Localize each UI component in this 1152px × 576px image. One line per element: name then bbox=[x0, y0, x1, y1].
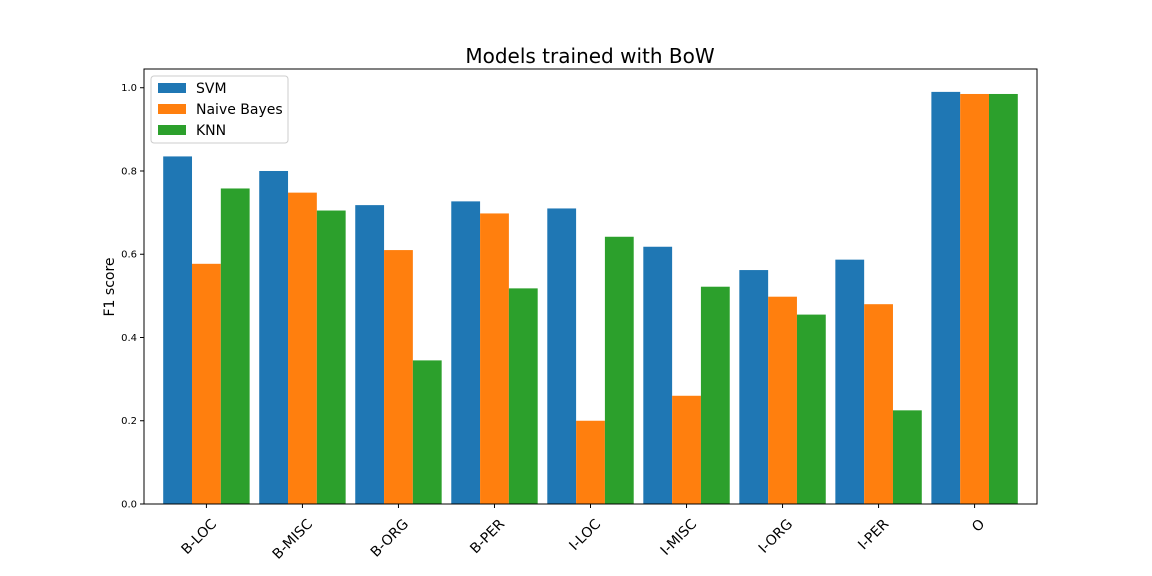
y-tick-label: 0.4 bbox=[121, 333, 137, 344]
bar-svm-i-loc bbox=[547, 208, 577, 504]
bar-naive-bayes-b-misc bbox=[288, 192, 317, 504]
legend-label: KNN bbox=[196, 123, 226, 139]
x-tick-label: B-PER bbox=[467, 516, 508, 557]
y-tick-label: 0.6 bbox=[121, 250, 137, 261]
legend-swatch bbox=[158, 83, 186, 93]
bar-svm-b-per bbox=[451, 201, 481, 504]
x-tick-label: I-MISC bbox=[658, 516, 701, 559]
bar-svm-b-loc bbox=[163, 156, 193, 505]
bar-svm-o bbox=[931, 91, 961, 504]
bar-naive-bayes-b-loc bbox=[192, 263, 221, 504]
bar-knn-i-per bbox=[892, 410, 922, 504]
bar-knn-b-loc bbox=[220, 188, 250, 504]
y-tick-label: 0.2 bbox=[121, 416, 137, 427]
x-tick-label: I-ORG bbox=[756, 516, 796, 556]
bar-svm-i-per bbox=[835, 259, 865, 504]
x-axis: B-LOC B-MISC B-ORG B-PER I-LOC I-MISC I-ORG I-P… bbox=[178, 504, 988, 563]
bar-knn-b-per bbox=[508, 288, 538, 504]
bar-knn-b-misc bbox=[316, 210, 346, 504]
bar-naive-bayes-i-loc bbox=[576, 420, 605, 504]
x-tick-label: I-PER bbox=[855, 516, 892, 553]
legend-swatch bbox=[158, 104, 186, 114]
bar-knn-i-misc bbox=[700, 286, 730, 504]
bar-svm-b-org bbox=[355, 205, 385, 504]
x-tick-label: B-MISC bbox=[270, 516, 316, 562]
legend: SVM Naive Bayes KNN bbox=[150, 75, 289, 144]
bar-knn-o bbox=[988, 93, 1018, 504]
y-axis: 0.0 0.2 0.4 0.6 0.8 1.0 bbox=[121, 83, 144, 511]
x-tick-label: B-LOC bbox=[178, 516, 220, 558]
bar-svm-i-misc bbox=[643, 246, 673, 504]
bar-naive-bayes-i-org bbox=[768, 296, 797, 504]
bar-svm-i-org bbox=[739, 270, 769, 504]
legend-label: Naive Bayes bbox=[196, 102, 283, 118]
bar-naive-bayes-i-per bbox=[864, 304, 893, 504]
y-tick-label: 0.8 bbox=[121, 166, 137, 177]
bar-naive-bayes-o bbox=[960, 93, 989, 504]
bar-naive-bayes-b-per bbox=[480, 213, 509, 504]
bar-knn-b-org bbox=[412, 360, 442, 504]
bar-naive-bayes-i-misc bbox=[672, 395, 701, 504]
y-tick-label: 1.0 bbox=[121, 83, 137, 94]
bars-layer bbox=[163, 91, 1018, 505]
y-tick-label: 0.0 bbox=[121, 500, 137, 511]
legend-label: SVM bbox=[196, 81, 227, 97]
bar-knn-i-loc bbox=[604, 236, 634, 504]
legend-swatch bbox=[158, 125, 186, 135]
bar-knn-i-org bbox=[796, 314, 826, 504]
x-tick-label: I-LOC bbox=[566, 516, 604, 554]
chart-title: Models trained with BoW bbox=[465, 44, 714, 68]
x-tick-label: B-ORG bbox=[368, 516, 412, 560]
x-tick-label: O bbox=[969, 516, 988, 535]
bar-naive-bayes-b-org bbox=[384, 250, 413, 504]
bar-svm-b-misc bbox=[259, 170, 289, 505]
y-axis-label: F1 score bbox=[102, 257, 118, 316]
